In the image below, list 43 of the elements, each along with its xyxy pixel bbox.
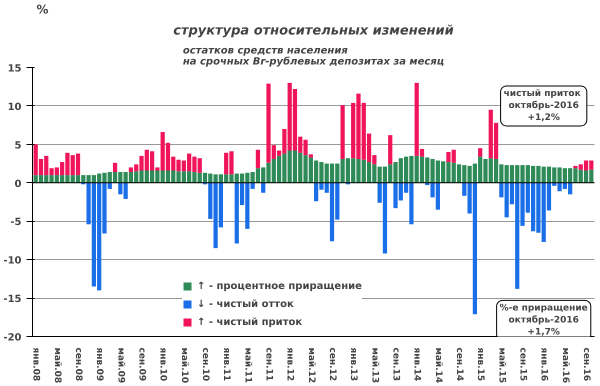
y-tick-label: -20 — [3, 332, 22, 344]
x-tick-label: сен.08 — [73, 348, 84, 382]
y-tick-label: 10 — [8, 102, 22, 113]
x-tick-label: сен.15 — [518, 348, 528, 382]
legend-label: ↑ - процентное приращение — [197, 280, 362, 292]
x-tick-label: май.12 — [306, 348, 316, 384]
legend-label: ↑ - чистый приток — [197, 316, 302, 328]
chart-title: структура относительных изменений — [173, 24, 454, 38]
y-tick-label: 5 — [14, 140, 22, 152]
x-tick-label: янв.09 — [94, 348, 104, 382]
x-tick-label: сен.16 — [581, 348, 592, 382]
x-tick-label: янв.12 — [284, 348, 295, 382]
x-tick-label: янв.15 — [475, 348, 486, 382]
x-tick-label: янв.08 — [30, 348, 41, 382]
x-tick-label: янв.13 — [348, 348, 358, 382]
y-tick-label: 15 — [8, 64, 22, 74]
x-tick-label: янв.16 — [538, 348, 549, 382]
y-tick-label: -10 — [3, 256, 22, 267]
x-tick-label: май.10 — [178, 348, 189, 384]
x-tick-label: янв.14 — [412, 348, 422, 382]
x-tick-label: сен.10 — [200, 348, 210, 382]
annotation: %-е приращение октябрь-2016 +1,7% — [500, 303, 588, 338]
legend-label: ↓ - чистый отток — [197, 298, 294, 310]
x-tick-label: сен.14 — [454, 348, 464, 382]
y-tick-label: -5 — [10, 217, 22, 228]
x-tick-label: янв.11 — [221, 348, 232, 382]
x-tick-label: май.15 — [496, 348, 506, 384]
x-tick-label: май.09 — [115, 348, 126, 384]
annotation: чистый приток октябрь-2016 +1,2% — [504, 88, 581, 123]
x-tick-label: сен.13 — [390, 348, 401, 382]
y-tick-label: -15 — [3, 294, 22, 306]
y-axis-title: % — [36, 2, 49, 16]
x-tick-label: май.13 — [369, 348, 380, 384]
x-tick-label: сен.11 — [264, 348, 274, 382]
x-tick-label: май.14 — [432, 348, 443, 384]
x-tick-label: сен.12 — [327, 348, 338, 382]
x-tick-label: май.11 — [242, 348, 252, 384]
x-tick-label: май.16 — [560, 348, 570, 384]
x-tick-label: май.08 — [52, 348, 62, 384]
y-tick-label: 0 — [14, 178, 22, 190]
chart-subtitle: остатков средств населения на срочных Br-рублевых депозитах за месяц — [182, 46, 444, 68]
x-tick-label: сен.09 — [136, 348, 147, 382]
x-tick-label: янв.10 — [158, 348, 168, 382]
